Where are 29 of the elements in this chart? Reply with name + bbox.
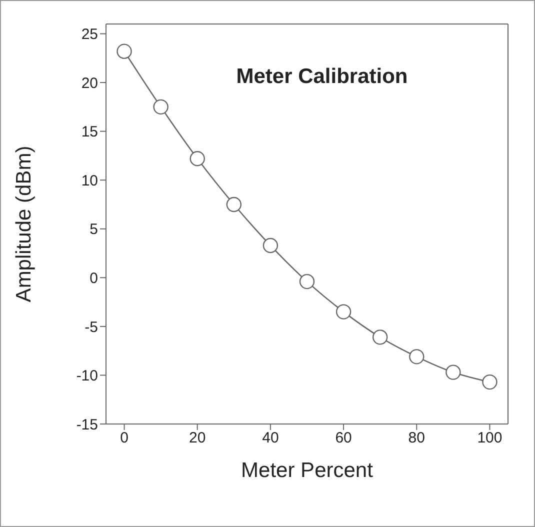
point bbox=[190, 151, 205, 166]
x-tick-label: 80 bbox=[408, 430, 425, 447]
point bbox=[372, 330, 388, 345]
point bbox=[336, 304, 352, 320]
y-tick-label: -10 bbox=[76, 368, 98, 385]
text: Meter Calibration bbox=[236, 65, 408, 88]
point bbox=[226, 196, 242, 212]
x-tick-label: 0 bbox=[120, 430, 128, 447]
point bbox=[409, 349, 424, 364]
y-tick-label: -5 bbox=[84, 318, 98, 336]
x-axis-title: Meter Percent bbox=[241, 458, 374, 482]
y-tick-label: 10 bbox=[81, 172, 98, 190]
x-tick-label: 20 bbox=[189, 430, 206, 447]
y-tick-label: 20 bbox=[81, 74, 98, 92]
y-tick-label: -15 bbox=[76, 416, 98, 434]
point bbox=[446, 364, 461, 380]
y-tick-label: 25 bbox=[81, 26, 98, 44]
y-tick-label: 5 bbox=[90, 221, 98, 238]
point bbox=[116, 44, 132, 59]
point bbox=[299, 274, 315, 290]
x-tick-label: 40 bbox=[262, 430, 279, 447]
point bbox=[482, 374, 498, 390]
y-tick-label: 15 bbox=[81, 124, 98, 141]
point bbox=[262, 238, 278, 254]
x-tick-label: 100 bbox=[477, 430, 502, 447]
y-tick-label: 0 bbox=[90, 270, 98, 287]
x-tick-label: 60 bbox=[335, 430, 352, 447]
y-axis-title: Amplitude (dBm) bbox=[12, 146, 36, 302]
point bbox=[153, 99, 168, 115]
